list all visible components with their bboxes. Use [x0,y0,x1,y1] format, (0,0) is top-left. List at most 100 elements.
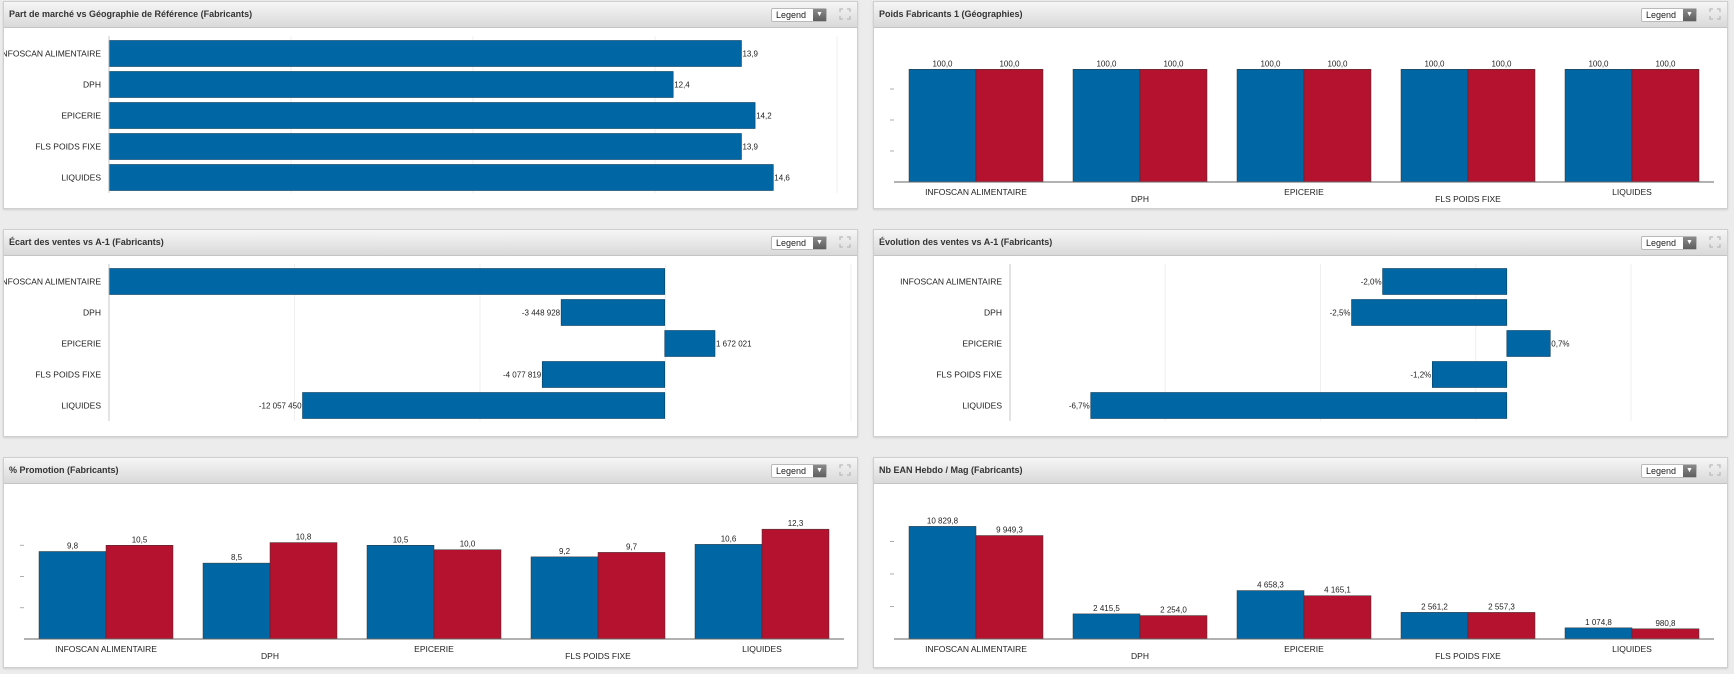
chart-sales-gap: INFOSCAN ALIMENTAIRE DPH -3 448 928 EPICERI… [4,264,852,421]
bar [108,40,742,67]
bar [1236,590,1305,640]
legend-dropdown-label: Legend [776,466,807,476]
data-label: 12,4 [674,81,690,90]
data-label: 2 254,0 [1160,606,1187,615]
bar [1467,69,1536,183]
data-label: 8,5 [231,553,243,562]
data-label: 2 557,3 [1488,602,1515,611]
data-label: 10,5 [132,535,148,544]
bar [1506,330,1551,357]
bar [1139,615,1208,640]
bar [908,526,977,640]
category-label: DPH [1131,194,1149,204]
bar [1431,361,1508,388]
panel-title: % Promotion (Fabricants) [9,465,119,475]
data-label: 9 949,3 [996,526,1023,535]
data-label: 9,7 [626,542,638,551]
legend-dropdown[interactable]: Legend ▼ [771,464,827,478]
data-label: 1 672 021 [716,340,752,349]
legend-dropdown-label: Legend [1646,10,1677,20]
category-label: FLS POIDS FIXE [936,370,1002,380]
category-label: FLS POIDS FIXE [35,370,101,380]
bar [1072,69,1141,183]
bar [38,551,107,640]
bar [1631,69,1700,183]
panel-ean-count: Nb EAN Hebdo / Mag (Fabricants) Legend ▼… [873,457,1728,668]
data-label: 10 829,8 [927,516,959,525]
bar [108,133,742,160]
bar [664,330,716,357]
bar [1564,627,1633,640]
category-label: LIQUIDES [962,401,1002,411]
maximize-icon[interactable] [839,464,851,476]
bar [108,164,774,191]
data-label: 2 561,2 [1421,602,1448,611]
chevron-down-icon: ▼ [1683,9,1696,21]
bar [1303,69,1372,183]
data-label: -4 077 819 [503,371,542,380]
panel-header: Écart des ventes vs A-1 (Fabricants) Leg… [4,230,857,256]
data-label: 4 165,1 [1324,586,1351,595]
bar [597,552,666,640]
data-label: -1,2% [1410,371,1431,380]
legend-dropdown[interactable]: Legend ▼ [771,236,827,250]
maximize-icon[interactable] [1709,464,1721,476]
bar [302,392,666,419]
data-label: -2,0% [1361,278,1382,287]
maximize-icon[interactable] [839,236,851,248]
category-label: LIQUIDES [61,401,101,411]
bar [1400,69,1469,183]
data-label: 10,0 [460,540,476,549]
data-label: 10,8 [296,533,312,542]
bar [975,69,1044,183]
category-label: LIQUIDES [61,173,101,183]
category-label: EPICERIE [61,339,101,349]
bar [1090,392,1508,419]
panel-header: % Promotion (Fabricants) Legend ▼ [4,458,857,484]
maximize-icon[interactable] [839,8,851,20]
category-label: FLS POIDS FIXE [1435,651,1501,661]
category-label: FLS POIDS FIXE [565,651,631,661]
bar [105,545,174,640]
bar [694,544,763,640]
maximize-icon[interactable] [1709,236,1721,248]
legend-dropdown[interactable]: Legend ▼ [1641,8,1697,22]
category-label: LIQUIDES [1612,187,1652,197]
category-label: DPH [261,651,279,661]
chevron-down-icon: ▼ [813,9,826,21]
bar [1303,595,1372,640]
category-label: INFOSCAN ALIMENTAIRE [925,644,1027,654]
panel-title: Part de marché vs Géographie de Référenc… [9,9,253,19]
bar [433,549,502,640]
data-label: 12,3 [788,519,804,528]
data-label: 100,0 [1096,59,1117,68]
data-label: 4 658,3 [1257,581,1284,590]
bar [560,299,666,326]
legend-dropdown[interactable]: Legend ▼ [1641,464,1697,478]
bar [908,69,977,183]
bar [1236,69,1305,183]
legend-dropdown-label: Legend [776,10,807,20]
data-label: -6,7% [1069,402,1090,411]
category-label: INFOSCAN ALIMENTAIRE [4,277,101,287]
legend-dropdown-label: Legend [1646,466,1677,476]
panel-header: Nb EAN Hebdo / Mag (Fabricants) Legend ▼ [874,458,1727,484]
data-label: 100,0 [1491,59,1512,68]
data-label: 10,5 [393,535,409,544]
legend-dropdown[interactable]: Legend ▼ [771,8,827,22]
bar [1382,268,1508,295]
category-label: INFOSCAN ALIMENTAIRE [900,277,1002,287]
bar [366,545,435,640]
panel-title: Nb EAN Hebdo / Mag (Fabricants) [879,465,1023,475]
category-label: DPH [83,80,101,90]
legend-dropdown[interactable]: Legend ▼ [1641,236,1697,250]
bar [1139,69,1208,183]
data-label: 100,0 [1260,59,1281,68]
category-label: EPICERIE [61,111,101,121]
chart-promotion: 9,8 10,5 INFOSCAN ALIMENTAIRE 8,5 10,8 DPH 10,… [20,519,844,661]
panel-title: Écart des ventes vs A-1 (Fabricants) [9,237,164,247]
maximize-icon[interactable] [1709,8,1721,20]
bar [108,268,666,295]
chevron-down-icon: ▼ [813,465,826,477]
panel-sales-gap: Écart des ventes vs A-1 (Fabricants) Leg… [3,229,858,437]
